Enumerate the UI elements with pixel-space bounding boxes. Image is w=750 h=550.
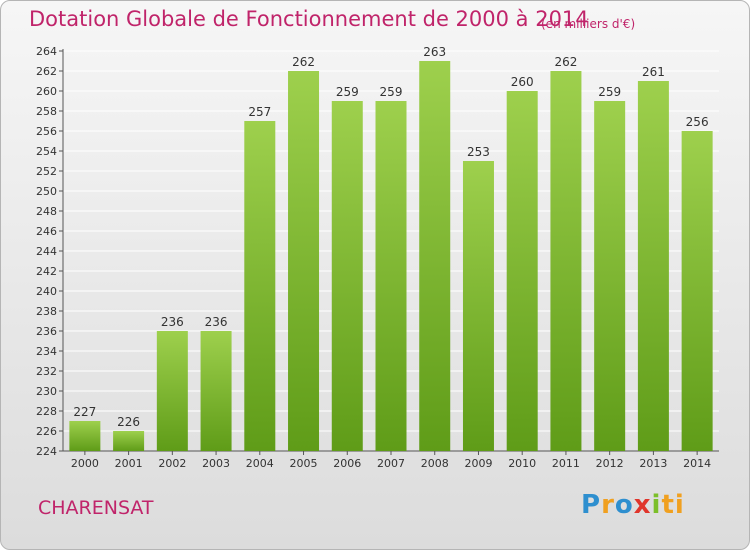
bar-value-label: 253 [467, 145, 490, 159]
bar [244, 121, 276, 451]
y-tick-label: 254 [36, 145, 57, 158]
bar [156, 331, 188, 451]
bar-value-label: 226 [117, 415, 140, 429]
y-tick-label: 232 [36, 365, 57, 378]
bar [69, 421, 101, 451]
y-tick-label: 248 [36, 205, 57, 218]
bar-value-label: 227 [73, 405, 96, 419]
bar [681, 131, 713, 451]
chart-title: Dotation Globale de Fonctionnement de 20… [29, 7, 589, 31]
commune-name: CHARENSAT [38, 497, 154, 519]
y-tick-label: 258 [36, 105, 57, 118]
x-tick-label: 2014 [683, 457, 711, 470]
bar [419, 61, 451, 451]
bar-value-label: 259 [336, 85, 359, 99]
bar-value-label: 236 [205, 315, 228, 329]
y-tick-label: 226 [36, 425, 57, 438]
y-tick-label: 256 [36, 125, 57, 138]
bar-value-label: 259 [380, 85, 403, 99]
y-tick-label: 236 [36, 325, 57, 338]
y-tick-label: 262 [36, 65, 57, 78]
bar-value-label: 236 [161, 315, 184, 329]
y-tick-label: 250 [36, 185, 57, 198]
y-tick-label: 246 [36, 225, 57, 238]
x-tick-label: 2007 [377, 457, 405, 470]
x-tick-label: 2013 [639, 457, 667, 470]
y-tick-label: 260 [36, 85, 57, 98]
y-tick-label: 264 [36, 45, 57, 58]
bar [375, 101, 407, 451]
bar [331, 101, 363, 451]
bar [506, 91, 538, 451]
bar-value-label: 260 [511, 75, 534, 89]
bar [288, 71, 320, 451]
bar [462, 161, 494, 451]
x-tick-label: 2010 [508, 457, 536, 470]
y-tick-label: 228 [36, 405, 57, 418]
bar [550, 71, 582, 451]
y-tick-label: 240 [36, 285, 57, 298]
bar-value-label: 256 [686, 115, 709, 129]
x-tick-label: 2011 [552, 457, 580, 470]
x-tick-label: 2008 [421, 457, 449, 470]
proxiti-logo: Proxiti [581, 490, 685, 520]
chart-subtitle: (en milliers d'€) [541, 17, 636, 31]
x-tick-label: 2009 [464, 457, 492, 470]
bar-value-label: 262 [292, 55, 315, 69]
x-tick-label: 2005 [290, 457, 318, 470]
x-tick-label: 2003 [202, 457, 230, 470]
bar [113, 431, 145, 451]
bar-value-label: 257 [248, 105, 271, 119]
x-tick-label: 2001 [115, 457, 143, 470]
y-tick-label: 230 [36, 385, 57, 398]
y-tick-label: 238 [36, 305, 57, 318]
y-tick-label: 244 [36, 245, 57, 258]
bar [594, 101, 626, 451]
bar-value-label: 259 [598, 85, 621, 99]
bar [637, 81, 669, 451]
x-tick-label: 2002 [158, 457, 186, 470]
x-tick-label: 2004 [246, 457, 274, 470]
bar-value-label: 261 [642, 65, 665, 79]
x-tick-label: 2000 [71, 457, 99, 470]
x-tick-label: 2006 [333, 457, 361, 470]
bar [200, 331, 232, 451]
x-tick-label: 2012 [596, 457, 624, 470]
y-tick-label: 224 [36, 445, 57, 458]
bar-value-label: 262 [554, 55, 577, 69]
y-tick-label: 242 [36, 265, 57, 278]
bar-value-label: 263 [423, 45, 446, 59]
y-tick-label: 234 [36, 345, 57, 358]
y-tick-label: 252 [36, 165, 57, 178]
